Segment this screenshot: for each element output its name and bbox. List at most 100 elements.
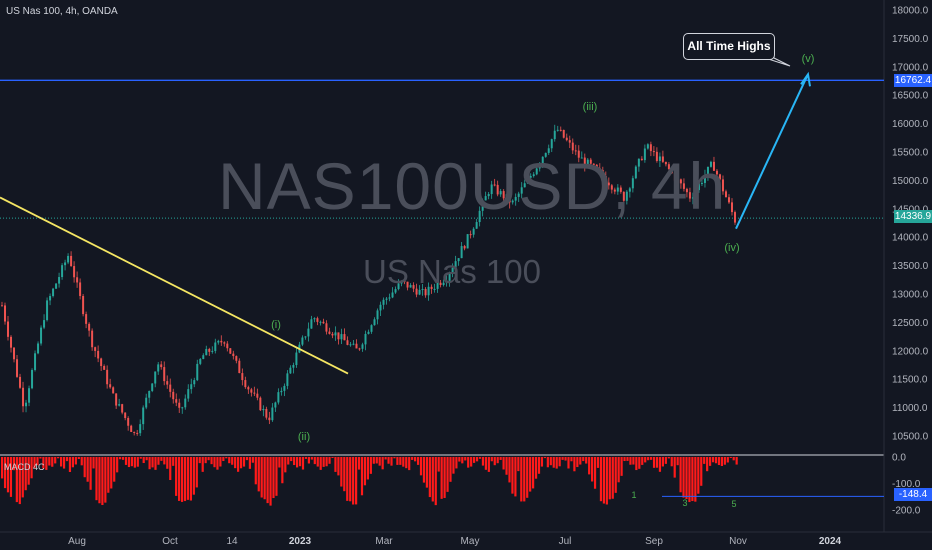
candle-body xyxy=(136,432,139,434)
candle-body xyxy=(625,191,628,201)
macd-histogram-bar xyxy=(139,457,142,459)
candle-body xyxy=(37,343,40,354)
macd-histogram-bar xyxy=(387,457,390,464)
candle-body xyxy=(454,261,457,268)
macd-histogram-bar xyxy=(416,457,420,465)
candle-body xyxy=(58,277,61,284)
macd-histogram-bar xyxy=(676,457,679,466)
macd-histogram-bar xyxy=(534,457,538,479)
candle-body xyxy=(529,176,532,178)
candle-body xyxy=(73,266,76,278)
candle-body xyxy=(619,187,622,192)
candle-body xyxy=(514,196,517,201)
macd-histogram-bar xyxy=(266,457,269,504)
candle-body xyxy=(475,222,478,229)
yellow-trendline[interactable] xyxy=(0,196,349,375)
candle-body xyxy=(589,159,592,164)
all-time-highs-callout[interactable]: All Time Highs xyxy=(683,33,775,60)
macd-histogram-bar xyxy=(682,457,685,498)
time-axis-tick: Sep xyxy=(645,536,663,547)
candle-body xyxy=(1,305,3,307)
macd-histogram-bar xyxy=(260,457,263,498)
macd-histogram-bar xyxy=(204,457,207,464)
candle-body xyxy=(607,182,610,186)
macd-histogram-bar xyxy=(564,457,567,461)
candle-body xyxy=(121,404,124,413)
candle-body xyxy=(451,267,454,274)
macd-histogram-bar xyxy=(593,457,597,489)
projection-arrow-line[interactable] xyxy=(735,75,808,230)
candle-body xyxy=(52,288,55,297)
macd-histogram-bar xyxy=(464,457,467,461)
candle-body xyxy=(424,289,427,296)
macd-histogram-bar xyxy=(95,457,98,501)
candle-body xyxy=(7,321,10,337)
macd-histogram-bar xyxy=(30,457,33,479)
candle-body xyxy=(199,359,202,364)
macd-histogram-bar xyxy=(198,457,201,464)
macd-histogram-bar xyxy=(166,457,169,469)
price-axis-tick: 11500.0 xyxy=(892,375,928,386)
macd-histogram-bar xyxy=(467,457,470,468)
macd-histogram-bar xyxy=(272,457,275,499)
macd-histogram-bar xyxy=(720,457,723,467)
price-axis-tick: 13500.0 xyxy=(892,261,929,272)
candle-body xyxy=(109,384,112,388)
macd-histogram-bar xyxy=(632,457,635,465)
candle-body xyxy=(169,384,172,392)
macd-histogram-bar xyxy=(92,457,95,469)
candle-body xyxy=(721,179,724,192)
macd-histogram-bar xyxy=(225,457,228,459)
candle-body xyxy=(598,168,601,171)
macd-histogram-bar xyxy=(257,457,260,492)
candle-body xyxy=(88,323,91,331)
candle-body xyxy=(361,344,364,349)
candle-body xyxy=(268,417,271,421)
macd-indicator-title[interactable]: MACD 4C xyxy=(4,462,45,472)
candle-body xyxy=(394,289,397,293)
resistance-price-tag: 16762.4 xyxy=(894,74,932,87)
macd-histogram-bar xyxy=(732,457,735,461)
macd-histogram-bar xyxy=(343,457,346,492)
macd-histogram-bar xyxy=(104,457,107,503)
candle-body xyxy=(373,319,376,326)
candle-body xyxy=(487,194,490,197)
macd-histogram-bar xyxy=(582,457,585,462)
macd-histogram-bar xyxy=(726,457,729,463)
candle-body xyxy=(703,175,706,183)
candle-body xyxy=(511,200,514,203)
macd-histogram-bar xyxy=(614,457,617,493)
candle-body xyxy=(592,163,595,165)
macd-histogram-bar xyxy=(352,457,355,505)
candle-body xyxy=(94,347,97,351)
macd-histogram-bar xyxy=(86,457,89,482)
candle-body xyxy=(484,196,487,201)
macd-histogram-bar xyxy=(378,457,381,466)
price-axis-tick: 12500.0 xyxy=(892,318,929,329)
macd-histogram-bar xyxy=(505,457,508,475)
macd-histogram-bar xyxy=(178,457,181,501)
macd-histogram-bar xyxy=(245,457,249,461)
candle-body xyxy=(163,367,166,382)
macd-histogram-bar xyxy=(709,457,712,466)
macd-histogram-bar xyxy=(446,457,449,492)
macd-histogram-bar xyxy=(703,457,706,464)
macd-axis-tick: -200.0 xyxy=(892,506,921,517)
candle-body xyxy=(70,255,73,267)
candle-body xyxy=(547,148,550,153)
candle-body xyxy=(481,200,484,211)
candle-body xyxy=(40,327,43,344)
candle-body xyxy=(277,392,280,403)
macd-histogram-bar xyxy=(337,457,340,476)
macd-histogram-bar xyxy=(89,457,92,490)
candle-body xyxy=(133,431,136,433)
candle-body xyxy=(505,194,508,199)
candle-body xyxy=(283,385,286,391)
last-price-tag: 14336.9 xyxy=(894,210,932,223)
macd-histogram-bar xyxy=(655,457,659,468)
macd-histogram-bar xyxy=(706,457,709,472)
candle-body xyxy=(238,360,241,374)
candle-body xyxy=(274,402,277,408)
macd-histogram-bar xyxy=(33,457,36,469)
